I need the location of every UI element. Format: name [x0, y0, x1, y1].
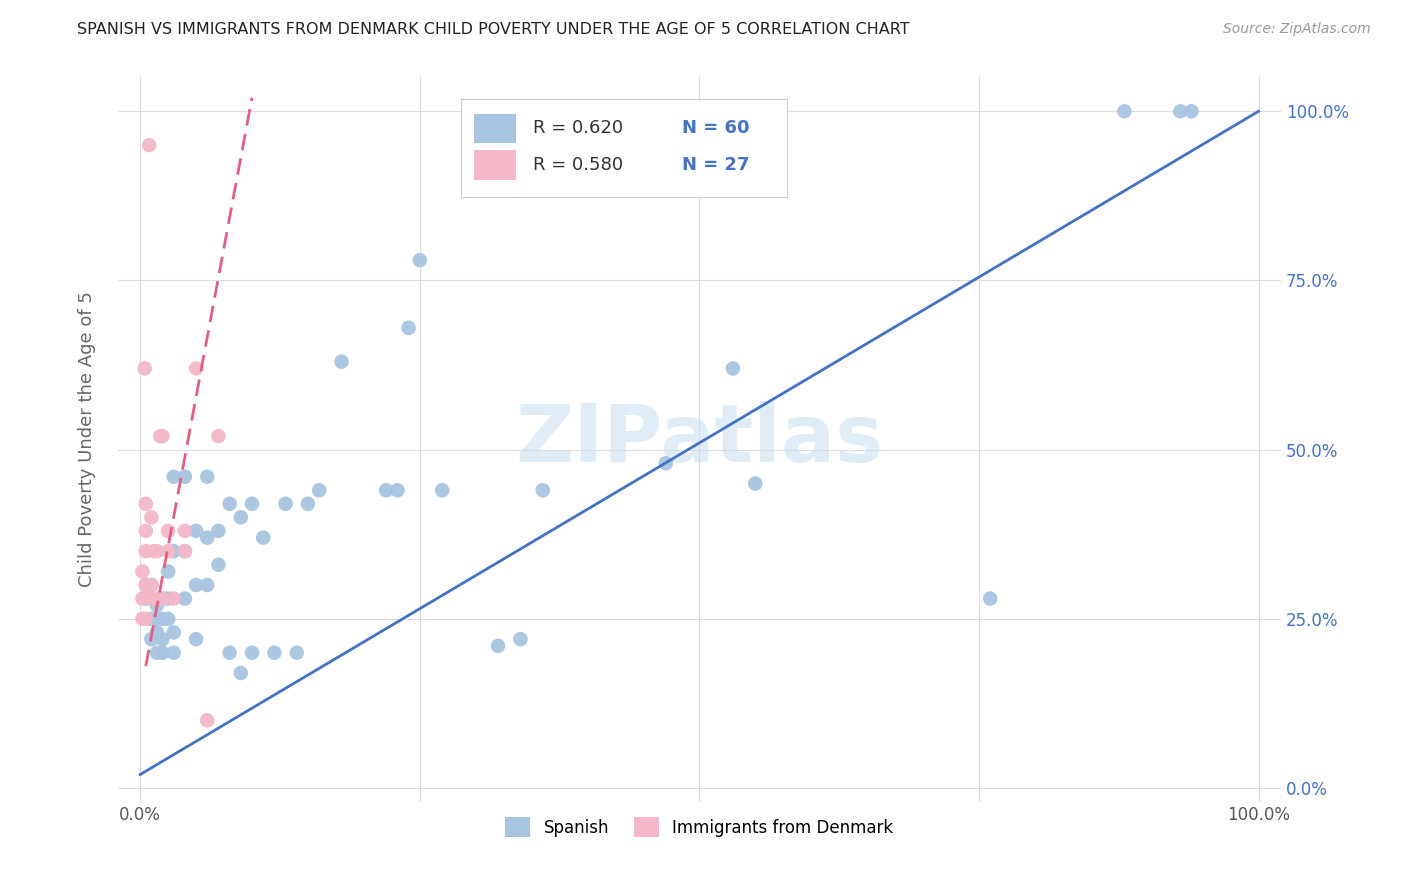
- Point: [274, 497, 297, 511]
- Point: [240, 497, 263, 511]
- Point: [135, 578, 157, 592]
- Text: ZIPatlas: ZIPatlas: [515, 401, 883, 478]
- Point: [146, 599, 169, 613]
- Point: [1114, 104, 1136, 119]
- Point: [195, 714, 218, 728]
- Point: [409, 253, 432, 268]
- Point: [174, 591, 197, 606]
- Point: [157, 565, 180, 579]
- Point: [157, 524, 180, 538]
- Legend: Spanish, Immigrants from Denmark: Spanish, Immigrants from Denmark: [499, 810, 900, 844]
- Point: [142, 544, 165, 558]
- Point: [157, 591, 180, 606]
- Point: [152, 591, 174, 606]
- Point: [184, 632, 207, 647]
- Point: [135, 612, 157, 626]
- Point: [979, 591, 1001, 606]
- Point: [174, 469, 197, 483]
- Point: [163, 544, 186, 558]
- Point: [240, 646, 263, 660]
- Point: [174, 544, 197, 558]
- Text: Source: ZipAtlas.com: Source: ZipAtlas.com: [1223, 22, 1371, 37]
- Point: [131, 612, 153, 626]
- Text: SPANISH VS IMMIGRANTS FROM DENMARK CHILD POVERTY UNDER THE AGE OF 5 CORRELATION : SPANISH VS IMMIGRANTS FROM DENMARK CHILD…: [77, 22, 910, 37]
- Point: [174, 524, 197, 538]
- Point: [195, 578, 218, 592]
- Point: [509, 632, 531, 647]
- Point: [135, 591, 157, 606]
- Point: [152, 646, 174, 660]
- Point: [131, 565, 153, 579]
- Point: [184, 524, 207, 538]
- Point: [152, 632, 174, 647]
- Point: [218, 646, 240, 660]
- Point: [135, 524, 157, 538]
- Point: [152, 591, 174, 606]
- Point: [146, 591, 169, 606]
- Point: [218, 497, 240, 511]
- Point: [131, 591, 153, 606]
- Point: [174, 544, 197, 558]
- Point: [135, 544, 157, 558]
- Point: [163, 591, 186, 606]
- Point: [1168, 104, 1191, 119]
- Point: [263, 646, 285, 660]
- Point: [138, 138, 160, 153]
- Point: [207, 524, 229, 538]
- Point: [229, 510, 252, 524]
- Point: [207, 429, 229, 443]
- Point: [141, 578, 163, 592]
- Point: [135, 578, 157, 592]
- Point: [721, 361, 744, 376]
- Point: [146, 646, 169, 660]
- Point: [184, 578, 207, 592]
- Point: [134, 361, 156, 376]
- Point: [163, 646, 186, 660]
- Point: [135, 497, 157, 511]
- Point: [163, 469, 186, 483]
- Point: [486, 639, 509, 653]
- Point: [141, 510, 163, 524]
- Point: [141, 632, 163, 647]
- Point: [157, 544, 180, 558]
- Point: [157, 612, 180, 626]
- Point: [308, 483, 330, 498]
- Point: [141, 591, 163, 606]
- Point: [141, 612, 163, 626]
- Point: [146, 612, 169, 626]
- Y-axis label: Child Poverty Under the Age of 5: Child Poverty Under the Age of 5: [79, 292, 96, 588]
- Point: [252, 531, 274, 545]
- Point: [285, 646, 308, 660]
- Point: [387, 483, 409, 498]
- Point: [152, 612, 174, 626]
- Point: [195, 469, 218, 483]
- Point: [149, 429, 172, 443]
- Point: [146, 625, 169, 640]
- Point: [655, 456, 678, 470]
- Point: [207, 558, 229, 572]
- Point: [375, 483, 398, 498]
- Point: [184, 361, 207, 376]
- Point: [297, 497, 319, 511]
- Point: [430, 483, 453, 498]
- Point: [229, 665, 252, 680]
- Point: [195, 531, 218, 545]
- Point: [744, 476, 766, 491]
- Point: [141, 591, 163, 606]
- Point: [531, 483, 554, 498]
- Point: [163, 625, 186, 640]
- Point: [330, 354, 353, 368]
- Point: [398, 321, 420, 335]
- Point: [152, 429, 174, 443]
- Point: [1180, 104, 1202, 119]
- Point: [141, 578, 163, 592]
- Point: [146, 544, 169, 558]
